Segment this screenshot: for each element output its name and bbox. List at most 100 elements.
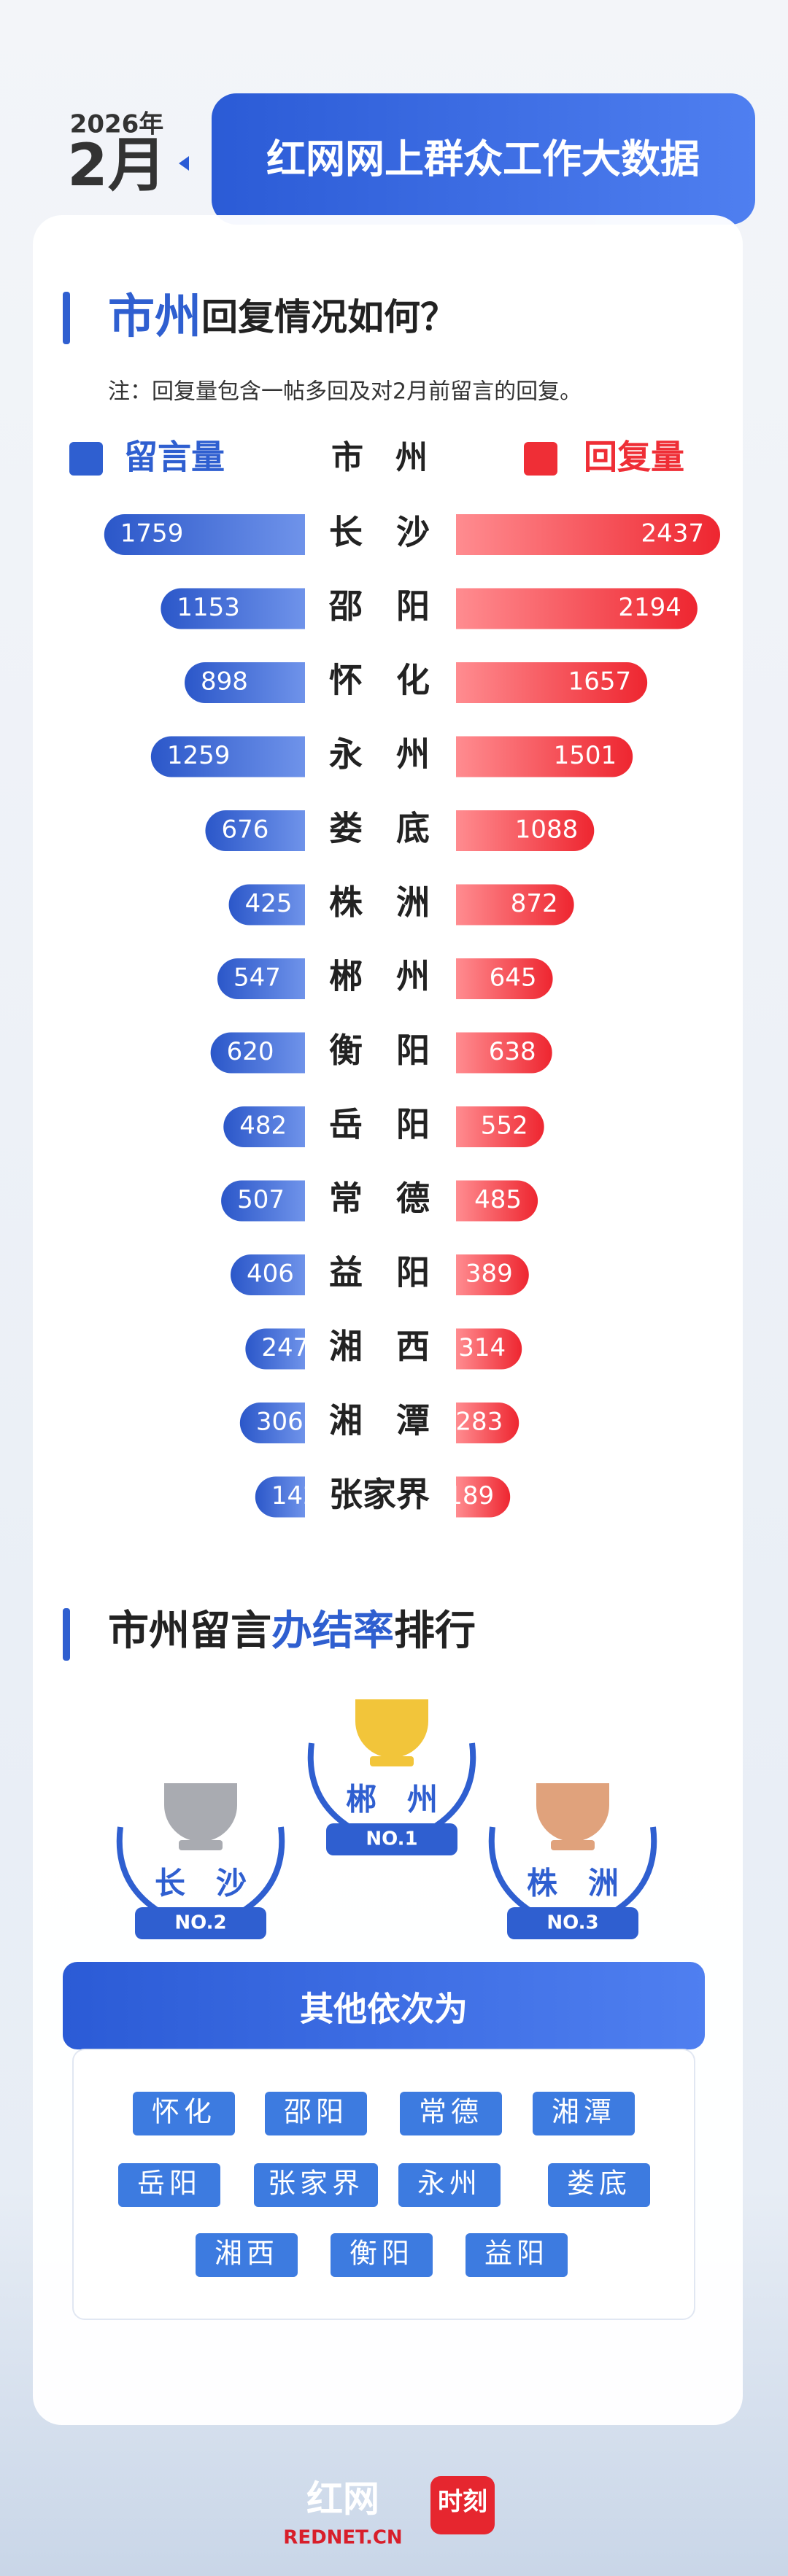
tag-label: 益阳 xyxy=(484,2238,549,2270)
bar xyxy=(231,1254,305,1295)
category-label: 怀 化 xyxy=(329,661,430,700)
bar-label: 1759 xyxy=(120,519,184,548)
bar xyxy=(456,884,574,926)
bar-label: 507 xyxy=(237,1185,285,1214)
category-label: 株 洲 xyxy=(329,882,430,922)
bar-label: 482 xyxy=(239,1112,287,1141)
tag-label: 湘西 xyxy=(215,2238,279,2270)
bar xyxy=(150,736,305,777)
bar-label: 645 xyxy=(490,963,537,993)
bar-label: 1259 xyxy=(167,741,231,770)
title-banner xyxy=(212,93,755,225)
bar-label: 638 xyxy=(489,1037,536,1066)
bar-label: 283 xyxy=(455,1408,503,1437)
bar-label: 872 xyxy=(511,889,558,918)
footer-app: 时刻 xyxy=(438,2488,487,2517)
category-label: 娄 底 xyxy=(329,809,430,848)
bar-label: 406 xyxy=(247,1260,294,1289)
bar xyxy=(217,958,305,999)
category-label: 张家界 xyxy=(329,1475,430,1514)
bar-label: 552 xyxy=(481,1112,528,1141)
bar xyxy=(456,1032,552,1074)
ranking-title: 市州留言办结率排行 xyxy=(108,1607,476,1655)
category-label: 衡 阳 xyxy=(329,1031,430,1070)
tag-label: 常德 xyxy=(419,2096,483,2128)
bar xyxy=(456,810,595,851)
bar xyxy=(456,662,648,703)
section-title: 市州回复情况如何？ xyxy=(108,290,457,344)
bar-label: 1657 xyxy=(568,667,632,697)
trophy-base xyxy=(370,1756,414,1766)
app-logo xyxy=(430,2476,495,2534)
trophy-base xyxy=(551,1840,595,1850)
legend-label: 留言量 xyxy=(124,438,225,477)
tag xyxy=(400,2092,502,2135)
trophy xyxy=(164,1783,237,1842)
trophy xyxy=(355,1699,428,1758)
bar xyxy=(456,1328,522,1370)
bar xyxy=(245,1328,305,1370)
podium-rank: NO.3 xyxy=(546,1912,598,1934)
bar-label: 676 xyxy=(221,815,269,845)
bar xyxy=(255,1476,305,1518)
podium-rank: NO.2 xyxy=(174,1912,226,1934)
tag xyxy=(265,2092,367,2135)
tag xyxy=(548,2163,650,2207)
bar xyxy=(205,810,305,851)
title-highlight: 市州 xyxy=(108,290,201,344)
tag xyxy=(196,2233,298,2277)
others-banner xyxy=(63,1962,705,2049)
bar xyxy=(456,1180,538,1222)
bar xyxy=(456,958,553,999)
trophy-base xyxy=(179,1840,223,1850)
legend-swatch xyxy=(524,442,557,476)
tag xyxy=(466,2233,568,2277)
bar xyxy=(456,1106,544,1147)
bar xyxy=(456,514,720,555)
bar xyxy=(456,588,698,629)
category-label: 岳 阳 xyxy=(329,1105,430,1144)
bar xyxy=(456,1254,529,1295)
ranking-title-start: 市州留言 xyxy=(108,1607,271,1655)
bar-label: 1501 xyxy=(554,741,617,770)
category-label: 永 州 xyxy=(329,734,430,774)
podium-rank: NO.1 xyxy=(366,1828,417,1850)
bar xyxy=(239,1403,305,1443)
tag-label: 衡阳 xyxy=(349,2238,414,2270)
bar xyxy=(104,514,305,555)
category-label: 湘 西 xyxy=(329,1327,430,1366)
bar-label: 306 xyxy=(256,1408,304,1437)
note: 注：回复量包含一帖多回及对2月前留言的回复。 xyxy=(108,379,582,405)
bar-label: 1153 xyxy=(177,593,240,622)
bar-label: 142 xyxy=(271,1481,319,1510)
rank-ribbon xyxy=(326,1823,457,1855)
tag xyxy=(398,2163,501,2207)
category-label: 益 阳 xyxy=(329,1253,430,1292)
bar-label: 547 xyxy=(233,963,281,993)
tag xyxy=(133,2092,235,2135)
bar-label: 189 xyxy=(447,1481,494,1510)
bar xyxy=(221,1180,305,1222)
bar-label: 2194 xyxy=(618,593,681,622)
ranking-title-end: 排行 xyxy=(394,1607,476,1655)
bar xyxy=(185,662,305,703)
category-label: 郴 州 xyxy=(329,957,430,996)
ranking-title-highlight: 办结率 xyxy=(271,1607,394,1655)
tag xyxy=(533,2092,635,2135)
tag-label: 岳阳 xyxy=(137,2168,201,2200)
tag xyxy=(118,2163,220,2207)
podium-name: 株 洲 xyxy=(527,1866,619,1901)
trophy xyxy=(536,1783,609,1842)
year: 2026年 xyxy=(70,110,164,139)
category-label: 常 德 xyxy=(329,1179,430,1218)
category-label: 邵 阳 xyxy=(328,586,430,626)
bar xyxy=(228,884,305,926)
tag-label: 湘潭 xyxy=(552,2096,616,2128)
category-header: 市 州 xyxy=(331,439,428,476)
bar xyxy=(456,1476,511,1518)
tag-label: 邵阳 xyxy=(284,2096,348,2128)
